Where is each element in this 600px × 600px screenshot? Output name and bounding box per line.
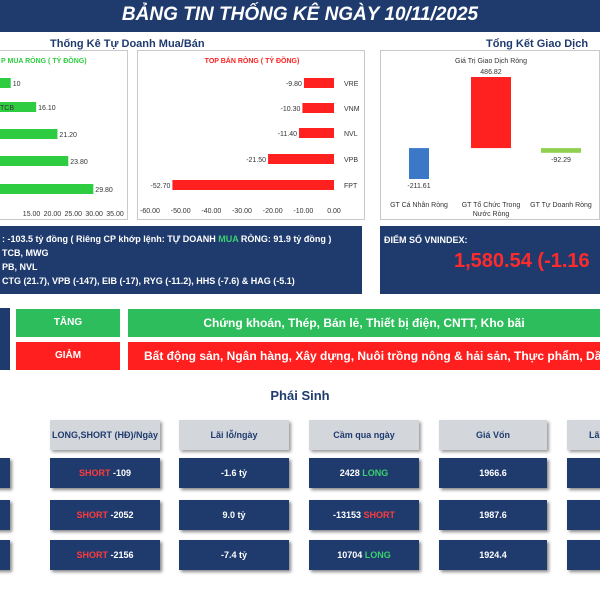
row-1-cost: 1966.6 bbox=[439, 458, 547, 488]
row-3-carry: 10704 LONG bbox=[309, 540, 419, 570]
buy-xtick: 25.00 bbox=[65, 211, 83, 218]
buy-value-label: 29.80 bbox=[95, 187, 113, 194]
sell-value-label: -52.70 bbox=[151, 183, 171, 190]
sell-bar bbox=[302, 103, 334, 113]
top-net-sell-panel: TOP BÁN RÒNG ( TỶ ĐỒNG) -9.80 VRE -10.30 VNM… bbox=[137, 50, 365, 220]
net-category-label: GT Tự Doanh Ròng bbox=[530, 202, 592, 209]
buy-category-label: TCB bbox=[0, 105, 14, 112]
sector-down-value: Bất động sản, Ngân hàng, Xây dựng, Nuôi … bbox=[128, 342, 600, 370]
sell-xtick: -10.00 bbox=[293, 208, 313, 215]
sell-value-label: -11.40 bbox=[278, 131, 297, 138]
sector-down-label: GIẢM bbox=[16, 342, 120, 370]
buy-xtick: 20.00 bbox=[44, 211, 62, 218]
sell-category-label: VRE bbox=[344, 81, 359, 88]
summary-line-4: CTG (21.7), VPB (-147), EIB (-17), RYG (… bbox=[2, 276, 295, 286]
sell-value-label: -21.50 bbox=[246, 157, 266, 164]
buy-bar bbox=[0, 184, 94, 194]
net-value-chart: Giá Trị Giao Dịch Ròng -211.61 486.82 -92.2… bbox=[390, 58, 592, 218]
top-net-buy-panel: P MUA RÒNG ( TỶ ĐỒNG) 10 16.10 TCB 21.20 23.8… bbox=[0, 50, 128, 220]
buy-xtick: 30.00 bbox=[85, 211, 103, 218]
sell-bar bbox=[299, 128, 334, 138]
summary-line-3: PB, NVL bbox=[2, 262, 38, 272]
row-1-position: SHORT -109 bbox=[50, 458, 160, 488]
buy-xtick: 35.00 bbox=[106, 211, 124, 218]
header-banner: BẢNG TIN THỐNG KÊ NGÀY 10/11/2025 bbox=[0, 0, 600, 32]
sell-xtick: -50.00 bbox=[171, 208, 191, 215]
row-1-carry: 2428 LONG bbox=[309, 458, 419, 488]
row-2-cost: 1987.6 bbox=[439, 500, 547, 530]
sell-category-label: VPB bbox=[344, 157, 358, 164]
chart-title: TOP BÁN RÒNG ( TỶ ĐỒNG) bbox=[205, 55, 300, 65]
sell-value-label: -9.80 bbox=[286, 81, 302, 88]
buy-bar bbox=[0, 78, 11, 88]
net-value-label: 486.82 bbox=[480, 69, 502, 76]
row-3-stub bbox=[0, 540, 10, 570]
sell-category-label: FPT bbox=[344, 183, 358, 190]
buy-bar bbox=[0, 129, 58, 139]
buy-value-label: 23.80 bbox=[70, 159, 88, 166]
row-3-position: SHORT -2156 bbox=[50, 540, 160, 570]
net-value-label: -211.61 bbox=[407, 183, 430, 190]
buy-value-label: 16.10 bbox=[38, 105, 56, 112]
net-category-label: GT Tổ Chức Trong bbox=[462, 201, 521, 209]
net-value-label: -92.29 bbox=[551, 157, 571, 164]
top-net-sell-chart: TOP BÁN RÒNG ( TỶ ĐỒNG) -9.80 VRE -10.30 VNM… bbox=[140, 55, 360, 215]
row-2-stub bbox=[0, 500, 10, 530]
sell-bar bbox=[172, 180, 334, 190]
sell-value-label: -10.30 bbox=[281, 106, 301, 113]
header-pnl: Lãi lỗ/ngày bbox=[179, 420, 289, 450]
prop-trading-title: Thống Kê Tự Doanh Mua/Bán bbox=[50, 38, 205, 50]
chart-title: Giá Trị Giao Dịch Ròng bbox=[455, 58, 527, 65]
sell-xtick: -40.00 bbox=[201, 208, 221, 215]
sector-up-label: TĂNG bbox=[16, 309, 120, 337]
top-net-buy-chart: P MUA RÒNG ( TỶ ĐỒNG) 10 16.10 TCB 21.20 23.8… bbox=[0, 55, 124, 218]
net-value-panel: Giá Trị Giao Dịch Ròng -211.61 486.82 -92.2… bbox=[380, 50, 600, 220]
derivatives-title: Phái Sinh bbox=[270, 388, 330, 403]
net-category-label: GT Cá Nhân Ròng bbox=[390, 202, 448, 209]
buy-bar bbox=[0, 102, 37, 112]
sell-bar bbox=[268, 154, 334, 164]
buy-bar bbox=[0, 156, 69, 166]
row-2-profit bbox=[567, 500, 600, 530]
summary-line-2: TCB, MWG bbox=[2, 248, 49, 258]
sell-xtick: 0.00 bbox=[327, 208, 341, 215]
buy-value-label: 10 bbox=[13, 81, 21, 88]
summary-line-1: : -103.5 tỷ đồng ( Riêng CP khớp lệnh: T… bbox=[2, 234, 332, 244]
vnindex-label: ĐIỂM SỐ VNINDEX: bbox=[384, 235, 468, 245]
page-title: BẢNG TIN THỐNG KÊ NGÀY 10/11/2025 bbox=[121, 4, 479, 25]
sell-bar bbox=[303, 78, 334, 88]
trade-summary-title: Tổng Kết Giao Dịch bbox=[486, 38, 589, 50]
summary-box: : -103.5 tỷ đồng ( Riêng CP khớp lệnh: T… bbox=[0, 226, 362, 294]
sector-up-value: Chứng khoán, Thép, Bán lẻ, Thiết bị điện… bbox=[128, 309, 600, 337]
header-cost: Giá Vốn bbox=[439, 420, 547, 450]
header-carry: Cầm qua ngày bbox=[309, 420, 419, 450]
sell-xtick: -20.00 bbox=[263, 208, 283, 215]
vnindex-value: 1,580.54 (-1.16 bbox=[454, 250, 590, 272]
row-1-profit bbox=[567, 458, 600, 488]
vnindex-box: ĐIỂM SỐ VNINDEX: 1,580.54 (-1.16 bbox=[380, 226, 600, 294]
net-category-label-cont: Nước Ròng bbox=[473, 211, 510, 218]
row-3-cost: 1924.4 bbox=[439, 540, 547, 570]
header-long-short: LONG,SHORT (HĐ)/Ngày bbox=[50, 420, 160, 450]
row-1-stub bbox=[0, 458, 10, 488]
chart-title: P MUA RÒNG ( TỶ ĐỒNG) bbox=[1, 55, 87, 65]
net-bar bbox=[409, 148, 429, 179]
sell-xtick: -60.00 bbox=[140, 208, 160, 215]
sector-side-tab bbox=[0, 308, 10, 370]
row-2-pnl: 9.0 tỷ bbox=[179, 500, 289, 530]
row-2-carry: -13153 SHORT bbox=[309, 500, 419, 530]
row-3-profit bbox=[567, 540, 600, 570]
row-3-pnl: -7.4 tỷ bbox=[179, 540, 289, 570]
sell-xtick: -30.00 bbox=[232, 208, 252, 215]
buy-xtick: 15.00 bbox=[23, 211, 41, 218]
net-bar bbox=[471, 77, 511, 149]
header-profit: Lãi bbox=[567, 420, 600, 450]
sell-category-label: VNM bbox=[344, 106, 360, 113]
buy-value-label: 21.20 bbox=[59, 132, 77, 139]
net-bar bbox=[541, 148, 581, 153]
sell-category-label: NVL bbox=[344, 131, 358, 138]
row-1-pnl: -1.6 tỷ bbox=[179, 458, 289, 488]
row-2-position: SHORT -2052 bbox=[50, 500, 160, 530]
